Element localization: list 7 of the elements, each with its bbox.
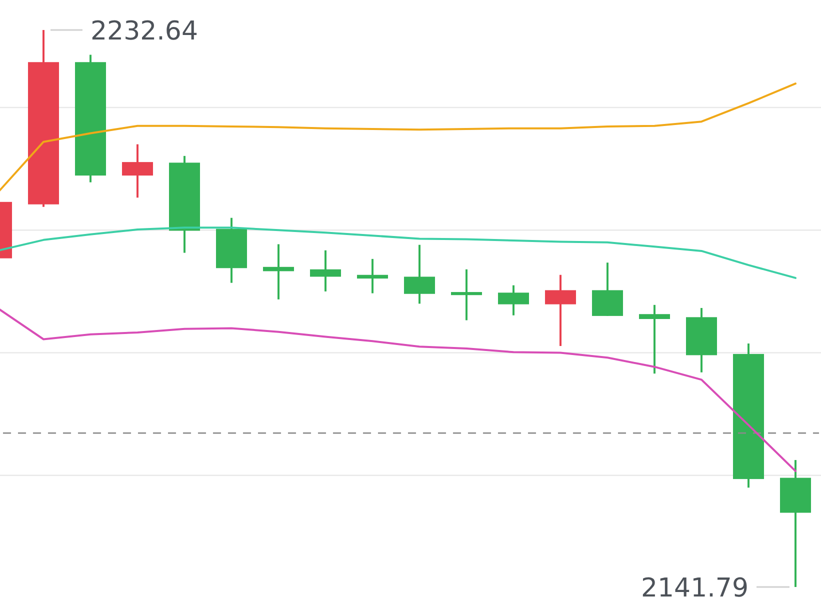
candlestick	[262, 243, 294, 300]
annotation: 2141.79	[640, 574, 748, 604]
candlestick	[310, 249, 340, 292]
candlestick	[450, 268, 482, 322]
annotation: 2232.64	[90, 16, 198, 46]
candlestick	[638, 304, 670, 375]
candlestick	[356, 258, 388, 294]
